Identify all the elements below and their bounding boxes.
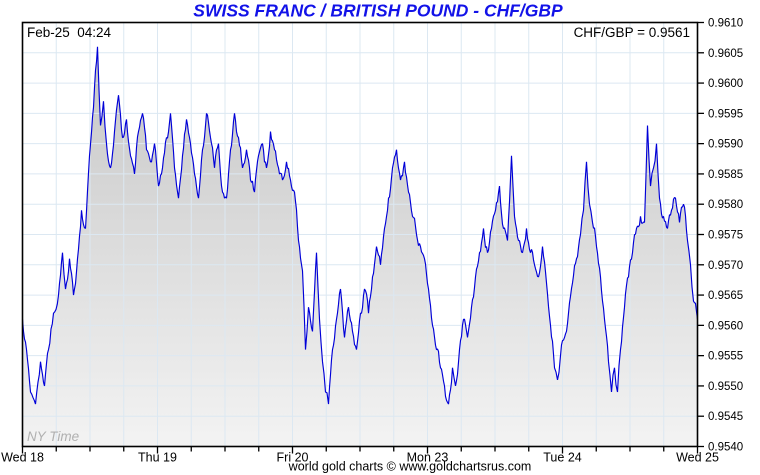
ny-time-label: NY Time	[27, 429, 79, 444]
y-axis-tick-label: 0.9600	[708, 78, 743, 90]
y-axis-labels: 0.9610 0.9605 0.9600 0.9595 0.9590 0.9585 0.95…	[708, 18, 743, 454]
y-axis-tick-label: 0.9580	[708, 199, 743, 211]
axis-ticks	[21, 21, 704, 454]
x-axis-day-label: Fri 20	[277, 451, 309, 465]
chart-title: SWISS FRANC / BRITISH POUND - CHF/GBP	[193, 1, 563, 21]
y-axis-tick-label: 0.9605	[708, 48, 743, 60]
footer-credit: world gold charts © www.goldchartsrus.co…	[288, 460, 532, 474]
x-axis-day-label: Wed 18	[1, 451, 44, 465]
last-quote-label: CHF/GBP = 0.9561	[574, 25, 690, 40]
y-axis-tick-label: 0.9565	[708, 290, 743, 302]
y-axis-tick-label: 0.9555	[708, 351, 743, 363]
y-axis-tick-label: 0.9570	[708, 260, 743, 272]
gridlines	[22, 22, 698, 447]
y-axis-tick-label: 0.9590	[708, 139, 743, 151]
price-line	[21, 46, 699, 405]
x-axis-day-label: Mon 23	[407, 451, 449, 465]
y-axis-tick-label: 0.9610	[708, 18, 743, 30]
date-time-label: Feb-25 04:24	[27, 25, 112, 40]
x-axis-day-label: Wed 25	[676, 451, 719, 465]
y-axis-tick-label: 0.9545	[708, 411, 743, 423]
y-axis-tick-label: 0.9585	[708, 169, 743, 181]
y-axis-tick-label: 0.9550	[708, 381, 743, 393]
y-axis-tick-label: 0.9595	[708, 108, 743, 120]
x-axis-day-label: Thu 19	[138, 451, 177, 465]
x-axis-labels: Wed 18 Thu 19 Fri 20 Mon 23 Tue 24 Wed 25	[1, 451, 719, 465]
y-axis-tick-label: 0.9575	[708, 230, 743, 242]
y-axis-tick-label: 0.9540	[708, 442, 743, 454]
x-axis-day-label: Tue 24	[543, 451, 582, 465]
price-line-path	[21, 46, 699, 405]
y-axis-tick-label: 0.9560	[708, 320, 743, 332]
